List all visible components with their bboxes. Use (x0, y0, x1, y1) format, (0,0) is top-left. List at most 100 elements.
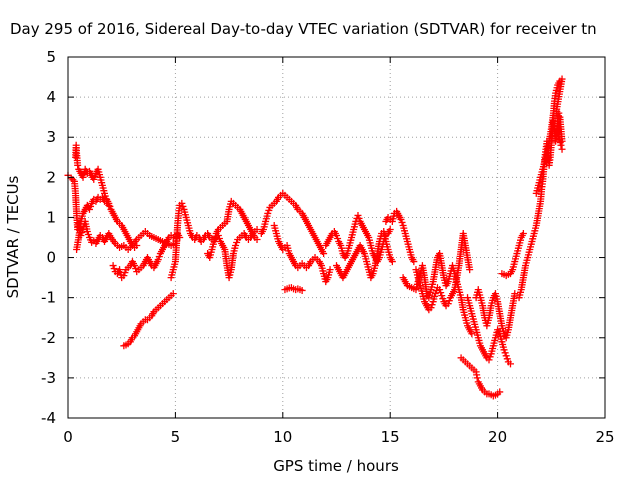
data-point (179, 202, 187, 210)
series-14 (412, 229, 474, 314)
y-tick-label: -4 (41, 409, 56, 427)
data-point (486, 353, 494, 361)
data-point (253, 225, 261, 233)
series-13 (399, 250, 476, 338)
data-point (133, 242, 141, 250)
data-point (155, 253, 163, 261)
series-20 (532, 75, 566, 197)
y-tick-label: 1 (46, 208, 56, 226)
data-point (444, 300, 452, 308)
series-15 (457, 354, 504, 400)
data-points (64, 75, 566, 400)
data-point (131, 262, 139, 270)
data-point (432, 287, 440, 295)
data-point (355, 214, 363, 222)
data-point (501, 349, 509, 357)
y-tick-label: 2 (46, 168, 56, 186)
series-17 (472, 286, 519, 342)
x-tick-label: 25 (595, 428, 614, 446)
y-tick-label: 4 (46, 88, 56, 106)
data-point (485, 356, 493, 364)
data-point (233, 239, 241, 247)
data-point (169, 234, 177, 241)
series-18 (498, 229, 527, 280)
data-point (169, 290, 177, 298)
data-point (473, 374, 481, 382)
data-point (519, 229, 527, 237)
data-point (500, 346, 508, 354)
data-point (265, 206, 273, 214)
data-point (109, 262, 117, 270)
data-point (333, 231, 340, 239)
data-point (132, 265, 140, 273)
data-point (496, 388, 504, 396)
data-point (120, 272, 128, 280)
data-point (121, 269, 129, 277)
y-tick-label: -1 (41, 289, 56, 307)
x-tick-label: 10 (273, 428, 292, 446)
x-tick-label: 20 (488, 428, 507, 446)
data-point (397, 215, 405, 223)
data-point (506, 360, 514, 368)
series-7 (257, 189, 328, 258)
series-11 (333, 227, 396, 282)
data-point (558, 145, 566, 153)
data-point (74, 161, 82, 169)
data-point (557, 141, 565, 149)
data-point (466, 266, 474, 274)
data-point (354, 211, 362, 219)
data-point (398, 218, 406, 226)
data-point (438, 292, 446, 300)
series-6 (204, 197, 261, 262)
data-point (334, 235, 342, 243)
data-point (326, 266, 334, 274)
data-point (503, 355, 511, 363)
data-point (428, 301, 436, 309)
data-point (87, 202, 95, 210)
data-point (427, 304, 435, 312)
data-point (232, 242, 240, 250)
data-point (105, 199, 113, 207)
data-point (83, 227, 91, 235)
data-point (106, 202, 114, 210)
data-point (320, 250, 328, 258)
data-point (110, 265, 118, 273)
data-point (178, 199, 186, 207)
data-point (154, 256, 162, 264)
series-3 (109, 231, 177, 282)
series-8 (270, 221, 334, 286)
data-point (388, 258, 396, 266)
grid (68, 57, 605, 418)
data-point (91, 172, 99, 180)
data-point (445, 297, 453, 305)
plot-frame (67, 56, 606, 419)
y-tick-label: 0 (46, 249, 56, 267)
x-tick-label: 5 (171, 428, 181, 446)
data-point (386, 225, 394, 233)
data-point (439, 295, 447, 303)
data-point (67, 174, 75, 182)
series-5 (167, 199, 261, 282)
axes: 0 5 10 15 20 25 -4 -3 -2 -1 0 1 2 3 4 5 (41, 48, 615, 446)
data-point (253, 236, 261, 244)
chart-title: Day 295 of 2016, Sidereal Day-to-day VTE… (10, 20, 597, 38)
y-tick-label: -3 (41, 369, 56, 387)
x-tick-label: 15 (381, 428, 400, 446)
data-point (298, 286, 306, 294)
data-point (84, 230, 92, 238)
y-axis-title: SDTVAR / TECUs (4, 175, 22, 298)
data-point (468, 330, 476, 338)
y-tick-label: 5 (46, 48, 56, 66)
data-point (410, 258, 418, 266)
data-point (502, 352, 510, 360)
data-point (437, 289, 445, 297)
data-point (85, 205, 93, 213)
data-point (431, 290, 439, 298)
series-16 (464, 294, 514, 368)
y-tick-label: 3 (46, 128, 56, 146)
data-point (264, 209, 272, 217)
series-9 (281, 284, 306, 294)
series-1 (72, 141, 113, 209)
data-point (90, 175, 98, 183)
